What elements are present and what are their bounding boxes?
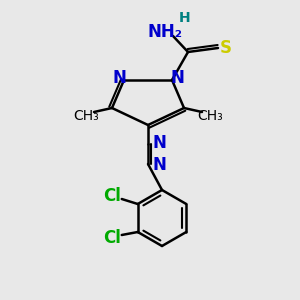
Text: Cl: Cl [103,229,121,247]
Text: CH₃: CH₃ [73,109,99,123]
Text: H: H [179,11,191,25]
Text: S: S [220,39,232,57]
Text: CH₃: CH₃ [197,109,223,123]
Text: N: N [152,156,166,174]
Text: N: N [152,134,166,152]
Text: N: N [112,69,126,87]
Text: Cl: Cl [103,187,121,205]
Text: N: N [170,69,184,87]
Text: NH₂: NH₂ [148,23,182,41]
